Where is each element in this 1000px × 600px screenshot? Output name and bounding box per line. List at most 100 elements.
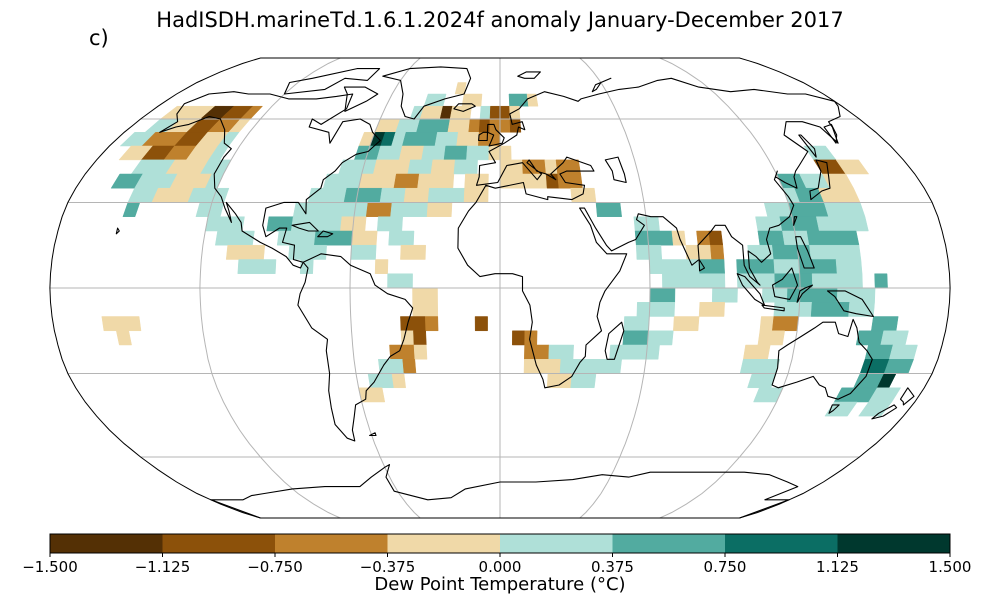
anomaly-cell <box>555 159 581 175</box>
anomaly-cell <box>526 93 539 107</box>
anomaly-cell <box>810 302 850 317</box>
anomaly-cell <box>449 105 472 120</box>
anomaly-cell <box>523 359 562 374</box>
anomaly-cell <box>314 230 353 246</box>
colorbar-segment <box>50 534 163 553</box>
anomaly-cell <box>343 187 383 203</box>
anomaly-cell <box>430 159 456 175</box>
anomaly-cell <box>443 145 468 161</box>
anomaly-cell <box>398 145 425 161</box>
colorbar-segment <box>275 534 388 553</box>
anomaly-cell <box>413 330 427 346</box>
anomaly-cell <box>647 330 674 346</box>
anomaly-cell <box>358 387 386 403</box>
sulawesi-coast <box>796 284 814 303</box>
anomaly-cell <box>400 244 426 260</box>
anomaly-cell <box>798 259 838 274</box>
anomaly-cell <box>874 273 888 289</box>
anomaly-cell <box>662 273 688 289</box>
anomaly-cell <box>779 216 820 232</box>
anomaly-cell <box>634 230 674 246</box>
colorbar-segment <box>162 534 275 553</box>
anomaly-cell <box>266 216 294 232</box>
anomaly-cell <box>151 187 194 203</box>
anomaly-cell <box>478 118 491 133</box>
anomaly-cell <box>479 105 491 120</box>
borneo-coast <box>771 267 799 300</box>
anomaly-cell <box>880 330 909 346</box>
anomaly-cell <box>512 330 526 346</box>
anomaly-cell <box>388 230 415 246</box>
anomaly-cell <box>425 316 439 332</box>
anomaly-cell <box>757 230 785 246</box>
north-america-coast <box>159 91 381 269</box>
uk-coast <box>486 123 505 147</box>
anomaly-cell <box>292 202 333 217</box>
australia-coast <box>771 318 873 400</box>
anomaly-cell <box>835 259 863 274</box>
falklands-coast <box>369 432 377 437</box>
anomaly-cell <box>101 316 142 332</box>
anomaly-cell <box>453 159 478 175</box>
anomaly-cell <box>474 316 488 332</box>
anomaly-cell <box>739 359 781 374</box>
anomaly-cell <box>402 359 417 374</box>
anomaly-cell <box>365 202 393 217</box>
anomaly-cell <box>824 401 858 417</box>
map-title: HadISDH.marineTd.1.6.1.2024f anomaly Jan… <box>156 8 844 32</box>
philippines-coast <box>795 236 815 269</box>
anomaly-cell <box>871 316 899 332</box>
anomaly-cell <box>463 187 489 203</box>
anomaly-cell <box>350 244 377 260</box>
anomaly-cell <box>570 373 597 389</box>
anomaly-cell <box>698 259 725 274</box>
new-zealand-north-coast <box>899 387 915 406</box>
anomaly-cell <box>307 187 348 203</box>
anomaly-cell <box>595 202 622 217</box>
anomaly-cell <box>815 216 869 232</box>
colorbar-tick-label: 0.375 <box>591 558 634 576</box>
anomaly-cell <box>636 302 676 317</box>
anomaly-cell <box>811 273 863 289</box>
anomaly-cell <box>671 230 686 246</box>
anomaly-cell <box>426 202 453 217</box>
anomaly-cell <box>711 287 738 303</box>
colorbar-segment <box>725 534 838 553</box>
anomaly-cell <box>389 344 416 360</box>
anomaly-cell <box>622 330 649 346</box>
anomaly-cell <box>763 202 793 217</box>
anomaly-cell <box>468 118 481 133</box>
panel-label: c) <box>89 26 109 50</box>
europe-africa-asia-coast <box>457 77 841 389</box>
anomaly-cell <box>417 173 455 189</box>
anomaly-cell <box>883 359 914 374</box>
colorbar-tick-label: −0.750 <box>247 558 303 576</box>
colorbar-tick-label: 1.500 <box>928 558 972 576</box>
taiwan-coast <box>793 216 798 226</box>
anomaly-cell <box>806 230 860 246</box>
colorbar-tick-label: 0.000 <box>478 558 522 576</box>
anomaly-cell <box>772 316 799 332</box>
anomaly-cell <box>759 316 775 332</box>
colorbar-tick-label: 0.750 <box>703 558 747 576</box>
tasmania-coast <box>828 404 840 414</box>
anomaly-cell <box>698 302 725 317</box>
anomaly-cell <box>753 387 784 403</box>
anomaly-cell <box>466 145 490 161</box>
hawaii-coast <box>115 227 120 235</box>
japan-coast <box>809 159 831 201</box>
anomaly-cell <box>413 344 428 360</box>
anomaly-cell <box>374 259 389 274</box>
anomaly-cell <box>835 159 870 175</box>
anomaly-cell <box>376 145 403 161</box>
cuba-coast <box>291 221 319 232</box>
madagascar-coast <box>604 321 625 360</box>
anomaly-cell <box>773 259 800 274</box>
anomaly-cell <box>379 187 406 203</box>
anomaly-cell <box>773 302 813 317</box>
anomaly-cell <box>416 118 451 133</box>
anomaly-cell <box>378 359 405 374</box>
anomaly-cell <box>403 187 430 203</box>
anomaly-cell <box>407 159 434 175</box>
anomaly-cell <box>225 244 266 260</box>
